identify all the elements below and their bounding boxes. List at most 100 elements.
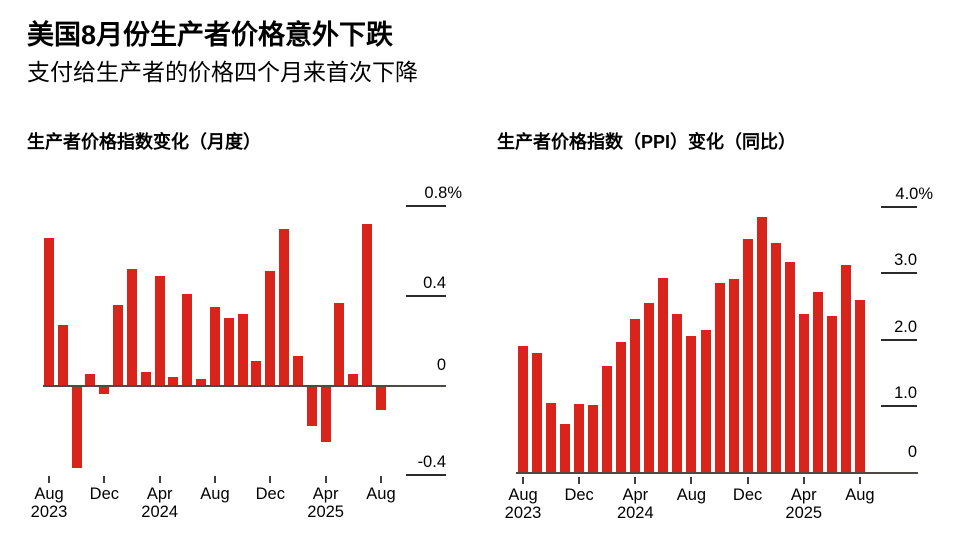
- bar-sep-2024: [223, 318, 234, 386]
- x-tick-month-label: Aug: [366, 485, 396, 503]
- bar-jul-2024: [672, 313, 683, 473]
- bar-mar-2025: [784, 262, 795, 473]
- bar-apr-2024: [154, 275, 165, 386]
- x-tick-year-label: 2025: [307, 503, 344, 521]
- x-tick: [690, 477, 693, 484]
- x-tick-month-label: Dec: [564, 486, 594, 504]
- y-tick: [406, 474, 446, 477]
- y-tick-label: 0.8%: [424, 184, 462, 203]
- x-tick-month-label: Aug: [845, 486, 875, 504]
- y-tick: [881, 338, 917, 341]
- x-tick-month-label: Dec: [255, 485, 285, 503]
- bar-nov-2024: [251, 360, 262, 386]
- bar-aug-2024: [686, 335, 697, 473]
- x-tick-year-label: 2023: [504, 504, 542, 522]
- x-tick-year-label: 2023: [30, 503, 68, 521]
- x-tick-month-label: Aug: [508, 486, 538, 504]
- bar-jun-2024: [658, 277, 669, 473]
- y-tick-label: 4.0%: [895, 184, 933, 203]
- x-tick-month-label: Aug: [200, 485, 230, 503]
- bar-sep-2023: [532, 352, 543, 473]
- bar-dec-2023: [99, 385, 110, 395]
- bar-nov-2024: [728, 278, 739, 473]
- x-tick: [858, 477, 861, 484]
- bar-oct-2024: [237, 313, 248, 386]
- x-tick-month-label: Apr: [312, 485, 339, 503]
- bar-oct-2024: [714, 283, 725, 473]
- x-tick: [103, 476, 106, 483]
- x-tick: [158, 476, 161, 483]
- y-tick-label: 3.0: [894, 251, 917, 270]
- y-tick-label: 1.0: [894, 384, 917, 403]
- y-tick: [881, 272, 917, 275]
- y-tick: [406, 205, 446, 208]
- x-tick: [578, 477, 581, 484]
- bar-may-2025: [812, 291, 823, 473]
- x-tick-month-label: Dec: [89, 485, 119, 503]
- bar-dec-2024: [265, 271, 276, 386]
- y-tick: [881, 405, 917, 408]
- bar-apr-2025: [320, 385, 331, 442]
- bar-jan-2024: [588, 405, 599, 473]
- bar-oct-2023: [546, 402, 557, 473]
- bar-aug-2024: [209, 307, 220, 386]
- y-tick-label: 0.4: [423, 273, 446, 292]
- bar-feb-2024: [126, 269, 137, 386]
- x-tick-month-label: Apr: [146, 485, 173, 503]
- bar-oct-2023: [71, 385, 82, 469]
- bar-jul-2024: [196, 378, 207, 386]
- y-tick: [881, 205, 917, 208]
- x-tick: [634, 477, 637, 484]
- bar-sep-2023: [57, 325, 68, 386]
- bar-mar-2025: [306, 385, 317, 426]
- x-tick: [269, 476, 272, 483]
- bar-aug-2023: [44, 237, 54, 386]
- x-tick: [522, 477, 524, 484]
- bar-may-2025: [334, 302, 345, 386]
- y-tick-label: 0: [907, 442, 917, 461]
- x-tick: [324, 476, 327, 483]
- bar-jun-2024: [182, 293, 193, 386]
- bar-jan-2025: [279, 228, 290, 386]
- bar-dec-2024: [742, 239, 753, 473]
- bar-jun-2025: [826, 316, 837, 473]
- chart-title-monthly: 生产者价格指数变化（月度）: [27, 132, 261, 152]
- bar-jul-2025: [840, 265, 851, 473]
- x-tick-month-label: Apr: [790, 486, 817, 504]
- x-tick: [802, 477, 805, 484]
- bar-apr-2024: [630, 319, 641, 473]
- bar-sep-2024: [700, 329, 711, 473]
- x-tick: [379, 476, 382, 483]
- bar-nov-2023: [560, 424, 571, 473]
- bar-apr-2025: [798, 313, 809, 473]
- x-tick-year-label: 2024: [616, 504, 654, 522]
- bar-feb-2024: [602, 366, 613, 473]
- y-tick: [406, 294, 446, 297]
- x-tick-month-label: Aug: [34, 485, 64, 503]
- bar-aug-2025: [854, 299, 865, 473]
- chart-title-yoy: 生产者价格指数（PPI）变化（同比）: [497, 132, 797, 152]
- y-tick-label: 2.0: [894, 317, 917, 336]
- page-subtitle: 支付给生产者的价格四个月来首次下降: [27, 59, 418, 85]
- x-tick-month-label: Apr: [622, 486, 649, 504]
- bar-may-2024: [644, 303, 655, 473]
- bar-feb-2025: [770, 242, 781, 473]
- bar-nov-2023: [85, 374, 96, 386]
- bar-mar-2024: [140, 372, 151, 386]
- zero-axis-line: [43, 384, 446, 387]
- x-tick-year-label: 2025: [785, 504, 823, 522]
- bar-may-2024: [168, 376, 179, 386]
- bar-jul-2025: [362, 224, 373, 386]
- bar-aug-2025: [375, 385, 386, 411]
- zero-axis-line: [516, 471, 918, 474]
- bar-jun-2025: [348, 374, 359, 386]
- bar-aug-2023: [518, 346, 528, 473]
- bar-feb-2025: [292, 356, 303, 386]
- bar-mar-2024: [616, 342, 627, 473]
- page-title: 美国8月份生产者价格意外下跌: [27, 20, 394, 50]
- bar-jan-2024: [113, 304, 124, 386]
- x-tick-month-label: Aug: [676, 486, 707, 504]
